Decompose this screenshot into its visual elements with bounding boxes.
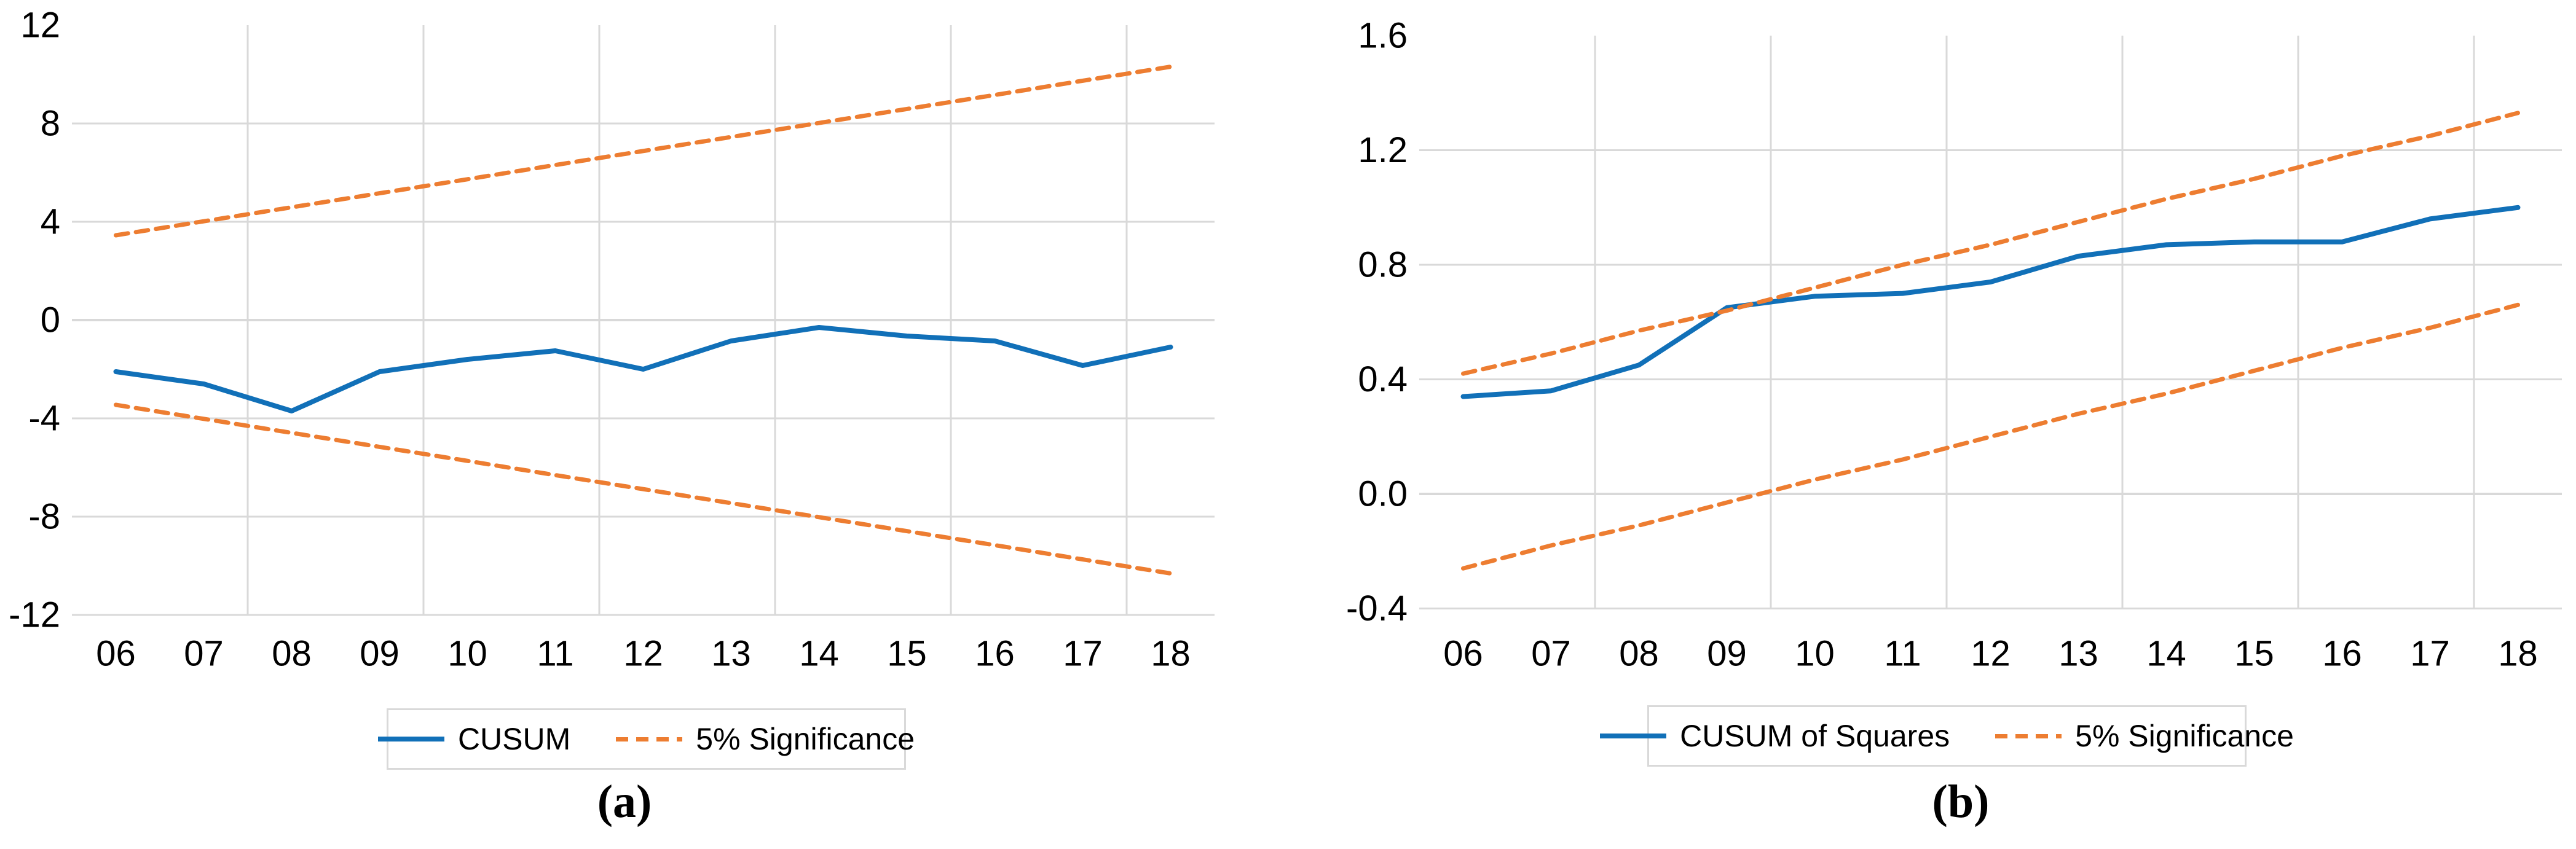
y-axis-tick-label: 0.4 (1358, 359, 1408, 399)
y-axis-tick-label: 0 (41, 300, 60, 340)
x-axis-tick-label: 07 (184, 634, 224, 674)
x-axis-tick-label: 15 (887, 634, 927, 674)
series-line-5-significance-lower- (114, 402, 1173, 576)
caption-b: (b) (1932, 776, 1990, 827)
legend-spacer (1963, 736, 1982, 737)
y-axis-tick-label: -8 (28, 497, 60, 537)
x-axis-tick-label: 07 (1531, 634, 1571, 674)
caption-a: (a) (597, 776, 652, 827)
legend-significance-label: 5% Significance (696, 722, 915, 756)
cusum-chart-plot: 12 8 4 0 -4 -8 -12 06 07 08 09 10 11 12 13 14 15 16 17 18 (9, 6, 1215, 674)
y-axis-tick-label: -4 (28, 399, 60, 439)
x-axis-tick-label: 08 (1619, 634, 1659, 674)
y-axis-tick-label: -12 (9, 595, 60, 635)
y-axis-tick-label: 4 (41, 202, 60, 242)
series-line-5-significance-lower- (1461, 302, 2520, 571)
legend-b: CUSUM of Squares 5% Significance (1600, 705, 2294, 767)
x-axis-tick-label: 09 (1707, 634, 1747, 674)
y-axis-tick-label: 1.2 (1358, 130, 1408, 170)
series-line-5-significance-upper- (1461, 111, 2520, 376)
x-axis-tick-label: 11 (537, 634, 573, 674)
x-axis-tick-label: 10 (1795, 634, 1835, 674)
y-axis-tick-label: 12 (20, 6, 60, 45)
significance-line-swatch (1995, 734, 2062, 738)
cusum-of-squares-line-swatch (1600, 734, 1667, 738)
x-axis-tick-label: 06 (1443, 634, 1483, 674)
legend-spacer (584, 739, 602, 740)
x-axis-tick-label: 08 (272, 634, 312, 674)
y-axis-tick-label: 1.6 (1358, 16, 1408, 56)
cusum-line-swatch (377, 737, 444, 741)
x-axis-tick-label: 13 (2058, 634, 2098, 674)
legend-a: CUSUM 5% Significance (377, 708, 915, 770)
legend-cusum-label: CUSUM (457, 722, 571, 756)
series-line-cusum-of-squares (1460, 205, 2521, 399)
x-axis-tick-label: 11 (1884, 634, 1921, 674)
x-axis-tick-label: 13 (711, 634, 751, 674)
chart-panel-a: 12 8 4 0 -4 -8 -12 06 07 08 09 10 11 12 13 14 15 16 17 18 C… (9, 6, 1215, 827)
x-axis-tick-label: 17 (2410, 634, 2450, 674)
series-line-cusum (113, 325, 1173, 413)
x-axis-tick-label: 14 (2146, 634, 2186, 674)
x-axis-tick-label: 16 (975, 634, 1015, 674)
y-axis-tick-label: 0.0 (1358, 474, 1408, 514)
x-axis-tick-label: 06 (96, 634, 136, 674)
x-axis-tick-label: 09 (360, 634, 400, 674)
significance-line-swatch (616, 737, 683, 741)
x-axis-tick-label: 10 (447, 634, 487, 674)
y-axis-tick-label: 8 (41, 104, 60, 144)
x-axis-tick-label: 12 (623, 634, 663, 674)
chart-panel-b: 1.6 1.2 0.8 0.4 0.0 -0.4 06 07 08 09 10 11 12 13 14 15 1… (1288, 0, 2576, 849)
cusum-of-squares-chart-plot: 1.6 1.2 0.8 0.4 0.0 -0.4 06 07 08 09 10 11 12 13 14 15 1… (1346, 16, 2562, 674)
x-axis-tick-label: 18 (1151, 634, 1191, 674)
x-axis-tick-label: 18 (2498, 634, 2538, 674)
x-axis-tick-label: 16 (2322, 634, 2362, 674)
y-axis-tick-label: 0.8 (1358, 245, 1408, 285)
x-axis-tick-label: 15 (2234, 634, 2274, 674)
series-line-5-significance-upper- (114, 65, 1173, 238)
legend-cusum-of-squares-label: CUSUM of Squares (1680, 719, 1950, 753)
y-axis-tick-label: -0.4 (1346, 589, 1408, 628)
x-axis-tick-label: 12 (1971, 634, 2011, 674)
x-axis-tick-label: 14 (799, 634, 839, 674)
x-axis-tick-label: 17 (1063, 634, 1103, 674)
legend-significance-label: 5% Significance (2075, 719, 2294, 753)
